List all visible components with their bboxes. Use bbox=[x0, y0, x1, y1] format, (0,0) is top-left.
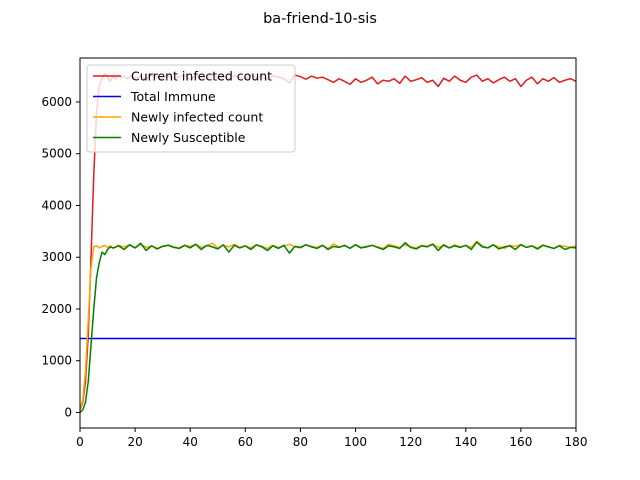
chart-title: ba-friend-10-sis bbox=[263, 11, 377, 27]
series-line-3 bbox=[80, 241, 576, 414]
x-tick-label-8: 160 bbox=[509, 435, 532, 449]
plot-frame bbox=[79, 57, 577, 429]
x-tick-label-2: 40 bbox=[183, 435, 198, 449]
x-tick-label-1: 20 bbox=[127, 435, 142, 449]
y-tick-label-6: 6000 bbox=[41, 95, 72, 109]
legend-label-2: Newly infected count bbox=[131, 110, 263, 125]
y-tick-label-4: 4000 bbox=[41, 198, 72, 212]
x-tick-label-3: 60 bbox=[238, 435, 253, 449]
y-tick-label-0: 0 bbox=[64, 405, 72, 419]
y-tick-label-2: 2000 bbox=[41, 302, 72, 316]
legend-label-0: Current infected count bbox=[131, 69, 272, 84]
legend-label-1: Total Immune bbox=[130, 89, 216, 104]
series-line-2 bbox=[80, 240, 576, 411]
x-tick-label-9: 180 bbox=[565, 435, 588, 449]
x-tick-label-7: 140 bbox=[454, 435, 477, 449]
x-axis: 0 20 40 60 80 100 120 140 160 180 bbox=[76, 428, 587, 449]
x-tick-label-4: 80 bbox=[293, 435, 308, 449]
y-tick-label-5: 5000 bbox=[41, 147, 72, 161]
x-tick-label-5: 100 bbox=[344, 435, 367, 449]
legend-label-3: Newly Susceptible bbox=[131, 130, 246, 145]
x-tick-label-0: 0 bbox=[76, 435, 84, 449]
y-tick-label-3: 3000 bbox=[41, 250, 72, 264]
y-axis: 0 1000 2000 3000 4000 5000 6000 bbox=[41, 95, 80, 419]
x-tick-label-6: 120 bbox=[399, 435, 422, 449]
y-tick-label-1: 1000 bbox=[41, 354, 72, 368]
legend: Current infected count Total Immune Newly … bbox=[86, 64, 296, 153]
legend-box bbox=[86, 64, 296, 153]
